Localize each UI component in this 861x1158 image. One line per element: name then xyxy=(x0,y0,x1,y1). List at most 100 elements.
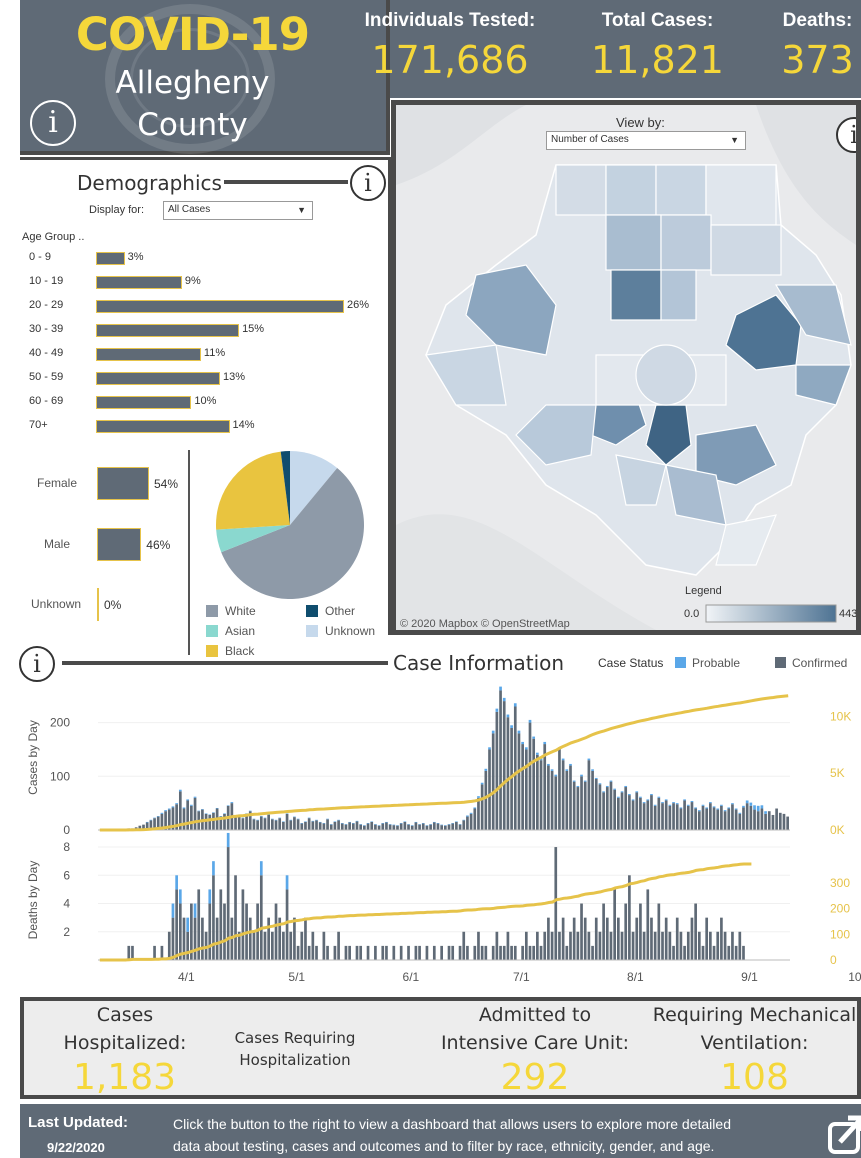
probable-bar[interactable] xyxy=(473,807,477,809)
confirmed-bar[interactable] xyxy=(455,821,458,830)
confirmed-bar[interactable] xyxy=(639,903,642,960)
probable-bar[interactable] xyxy=(532,736,536,739)
confirmed-bar[interactable] xyxy=(745,803,749,830)
confirmed-bar[interactable] xyxy=(646,800,650,830)
probable-bar[interactable] xyxy=(432,821,436,823)
confirmed-bar[interactable] xyxy=(524,749,528,830)
confirmed-bar[interactable] xyxy=(661,803,664,830)
confirmed-bar[interactable] xyxy=(289,931,293,960)
confirmed-bar[interactable] xyxy=(344,945,348,960)
probable-bar[interactable] xyxy=(594,777,598,779)
confirmed-bar[interactable] xyxy=(149,820,153,830)
confirmed-bar[interactable] xyxy=(782,813,786,830)
confirmed-bar[interactable] xyxy=(635,917,639,960)
probable-bar[interactable] xyxy=(624,785,628,788)
sex-bar[interactable] xyxy=(97,528,142,561)
confirmed-bar[interactable] xyxy=(366,945,370,960)
confirmed-bar[interactable] xyxy=(583,781,587,830)
probable-bar[interactable] xyxy=(565,769,569,771)
confirmed-bar[interactable] xyxy=(153,945,156,960)
age-group-bar[interactable] xyxy=(96,252,125,265)
confirmed-bar[interactable] xyxy=(709,931,712,960)
probable-bar[interactable] xyxy=(528,719,532,723)
probable-bar[interactable] xyxy=(502,697,506,702)
age-group-bar[interactable] xyxy=(96,420,230,433)
confirmed-bar[interactable] xyxy=(197,889,201,960)
demographics-info-icon[interactable]: i xyxy=(350,165,386,201)
confirmed-bar[interactable] xyxy=(499,945,502,960)
confirmed-bar[interactable] xyxy=(432,822,436,830)
probable-bar[interactable] xyxy=(201,809,204,810)
probable-bar[interactable] xyxy=(738,812,742,814)
probable-bar[interactable] xyxy=(469,812,473,814)
probable-bar[interactable] xyxy=(583,780,587,782)
confirmed-bar[interactable] xyxy=(701,945,705,960)
probable-bar[interactable] xyxy=(153,817,156,819)
probable-bar[interactable] xyxy=(697,810,701,812)
confirmed-bar[interactable] xyxy=(558,931,561,960)
confirmed-bar[interactable] xyxy=(705,917,709,960)
confirmed-bar[interactable] xyxy=(296,819,300,830)
confirmed-bar[interactable] xyxy=(248,917,252,960)
probable-bar[interactable] xyxy=(344,824,348,825)
probable-bar[interactable] xyxy=(587,758,591,761)
confirmed-bar[interactable] xyxy=(215,917,219,960)
confirmed-bar[interactable] xyxy=(591,945,594,960)
municipality-region[interactable] xyxy=(655,164,707,216)
probable-bar[interactable] xyxy=(451,823,455,824)
display-for-select[interactable]: All Cases ▼ xyxy=(163,201,313,220)
confirmed-bar[interactable] xyxy=(565,770,569,830)
probable-bar[interactable] xyxy=(178,889,182,904)
confirmed-bar[interactable] xyxy=(653,931,657,960)
confirmed-bar[interactable] xyxy=(484,770,488,830)
confirmed-bar[interactable] xyxy=(491,733,495,830)
confirmed-bar[interactable] xyxy=(182,808,186,830)
probable-bar[interactable] xyxy=(289,819,293,821)
confirmed-bar[interactable] xyxy=(212,875,215,960)
confirmed-bar[interactable] xyxy=(668,931,672,960)
confirmed-bar[interactable] xyxy=(326,945,329,960)
confirmed-bar[interactable] xyxy=(631,931,635,960)
confirmed-bar[interactable] xyxy=(569,931,572,960)
probable-bar[interactable] xyxy=(701,804,705,806)
confirmed-bar[interactable] xyxy=(576,931,580,960)
probable-bar[interactable] xyxy=(197,810,201,812)
confirmed-bar[interactable] xyxy=(201,917,204,960)
probable-bar[interactable] xyxy=(410,825,414,826)
confirmed-bar[interactable] xyxy=(385,822,388,830)
confirmed-bar[interactable] xyxy=(396,825,399,830)
probable-bar[interactable] xyxy=(646,799,650,801)
municipality-region[interactable] xyxy=(795,364,852,406)
confirmed-bar[interactable] xyxy=(274,903,278,960)
confirmed-bar[interactable] xyxy=(502,701,506,830)
confirmed-bar[interactable] xyxy=(285,889,289,960)
confirmed-bar[interactable] xyxy=(536,754,539,830)
probable-bar[interactable] xyxy=(477,796,480,798)
probable-bar[interactable] xyxy=(491,730,495,734)
confirmed-bar[interactable] xyxy=(646,889,650,960)
confirmed-bar[interactable] xyxy=(458,824,462,830)
probable-bar[interactable] xyxy=(484,768,488,771)
confirmed-bar[interactable] xyxy=(388,824,392,830)
probable-bar[interactable] xyxy=(149,819,153,821)
confirmed-bar[interactable] xyxy=(414,945,418,960)
municipality-region[interactable] xyxy=(695,424,777,486)
confirmed-bar[interactable] xyxy=(237,931,241,960)
confirmed-bar[interactable] xyxy=(337,931,340,960)
confirmed-bar[interactable] xyxy=(160,813,164,830)
confirmed-bar[interactable] xyxy=(712,945,716,960)
confirmed-bar[interactable] xyxy=(690,917,694,960)
confirmed-bar[interactable] xyxy=(543,931,547,960)
probable-bar[interactable] xyxy=(259,816,263,817)
probable-bar[interactable] xyxy=(517,730,521,734)
probable-bar[interactable] xyxy=(631,799,635,801)
confirmed-bar[interactable] xyxy=(661,931,664,960)
municipality-region[interactable] xyxy=(465,264,557,356)
probable-bar[interactable] xyxy=(282,821,285,822)
probable-bar[interactable] xyxy=(366,823,370,824)
age-group-bar[interactable] xyxy=(96,348,201,361)
confirmed-bar[interactable] xyxy=(554,847,558,960)
confirmed-bar[interactable] xyxy=(727,945,731,960)
confirmed-bar[interactable] xyxy=(473,945,477,960)
probable-bar[interactable] xyxy=(668,804,672,806)
